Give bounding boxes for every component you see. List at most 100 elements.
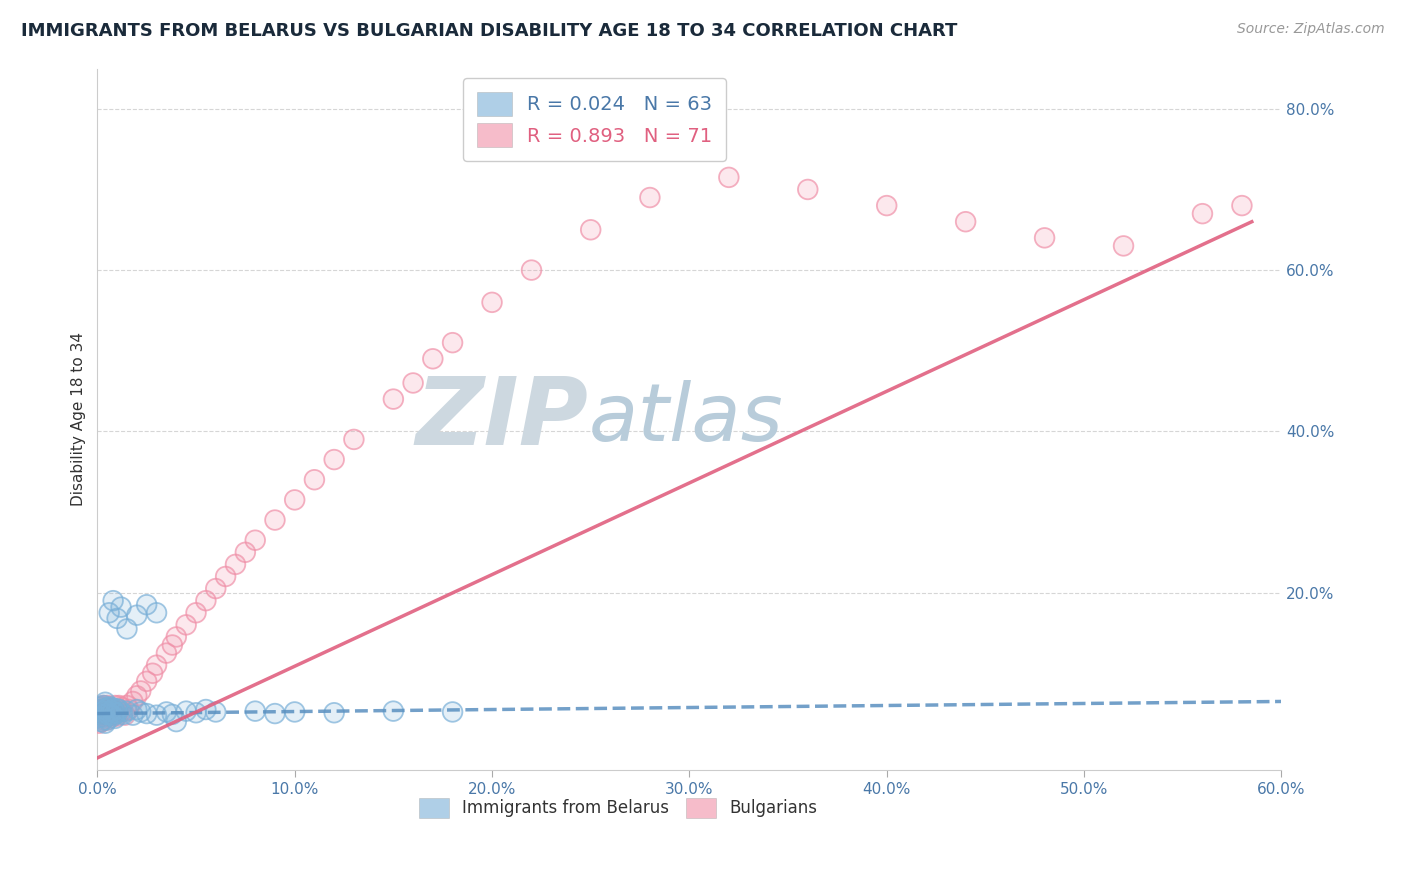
Text: IMMIGRANTS FROM BELARUS VS BULGARIAN DISABILITY AGE 18 TO 34 CORRELATION CHART: IMMIGRANTS FROM BELARUS VS BULGARIAN DIS…	[21, 22, 957, 40]
Point	[114, 708, 136, 723]
Point	[115, 698, 138, 713]
Point	[125, 702, 148, 716]
Point	[115, 622, 138, 636]
Point	[224, 558, 246, 572]
Point	[1033, 231, 1056, 245]
Point	[284, 492, 307, 507]
Point	[184, 706, 207, 720]
Point	[135, 598, 157, 612]
Point	[125, 689, 148, 703]
Point	[155, 646, 177, 660]
Point	[304, 473, 326, 487]
Point	[184, 706, 207, 720]
Point	[105, 702, 128, 716]
Point	[135, 706, 157, 721]
Point	[90, 700, 112, 714]
Point	[94, 716, 117, 731]
Point	[264, 706, 287, 721]
Point	[89, 705, 111, 719]
Point	[876, 198, 898, 212]
Point	[115, 622, 138, 636]
Point	[441, 335, 464, 350]
Point	[110, 700, 132, 714]
Point	[125, 608, 148, 623]
Point	[91, 702, 114, 716]
Point	[101, 704, 124, 718]
Point	[284, 705, 307, 719]
Point	[115, 704, 138, 718]
Point	[101, 708, 124, 723]
Point	[402, 376, 425, 390]
Point	[104, 706, 127, 720]
Point	[235, 545, 257, 559]
Point	[100, 704, 122, 718]
Point	[122, 708, 145, 723]
Point	[165, 714, 187, 729]
Point	[104, 705, 127, 719]
Point	[162, 707, 184, 722]
Point	[105, 709, 128, 723]
Point	[125, 689, 148, 703]
Point	[90, 708, 112, 723]
Point	[104, 711, 127, 725]
Point	[91, 698, 114, 713]
Point	[90, 700, 112, 714]
Point	[162, 707, 184, 722]
Point	[105, 706, 128, 721]
Point	[96, 698, 118, 713]
Point	[94, 704, 117, 718]
Point	[90, 714, 112, 729]
Point	[101, 709, 124, 723]
Point	[135, 674, 157, 689]
Point	[105, 706, 128, 721]
Point	[110, 700, 132, 714]
Point	[104, 706, 127, 720]
Point	[184, 606, 207, 620]
Point	[98, 606, 121, 620]
Point	[142, 666, 165, 681]
Point	[264, 513, 287, 527]
Point	[94, 707, 117, 722]
Point	[91, 713, 114, 727]
Point	[955, 215, 977, 229]
Point	[323, 706, 346, 720]
Point	[94, 695, 117, 709]
Point	[91, 704, 114, 718]
Point	[98, 705, 121, 719]
Point	[204, 705, 226, 719]
Point	[90, 708, 112, 723]
Point	[105, 611, 128, 625]
Point	[174, 618, 197, 632]
Point	[165, 714, 187, 729]
Point	[323, 452, 346, 467]
Point	[96, 706, 118, 721]
Point	[101, 593, 124, 607]
Point	[174, 704, 197, 718]
Point	[90, 705, 112, 719]
Point	[110, 600, 132, 615]
Point	[91, 706, 114, 721]
Point	[264, 706, 287, 721]
Point	[100, 700, 122, 714]
Point	[145, 658, 167, 673]
Point	[94, 710, 117, 724]
Point	[89, 706, 111, 721]
Point	[110, 600, 132, 615]
Point	[94, 702, 117, 716]
Point	[284, 492, 307, 507]
Point	[245, 704, 267, 718]
Point	[1191, 207, 1213, 221]
Point	[125, 608, 148, 623]
Point	[245, 533, 267, 548]
Point	[90, 700, 112, 714]
Point	[105, 702, 128, 716]
Point	[101, 593, 124, 607]
Point	[284, 705, 307, 719]
Point	[118, 702, 141, 716]
Point	[94, 710, 117, 724]
Point	[110, 705, 132, 719]
Point	[89, 716, 111, 731]
Point	[104, 711, 127, 725]
Point	[422, 351, 444, 366]
Point	[98, 705, 121, 719]
